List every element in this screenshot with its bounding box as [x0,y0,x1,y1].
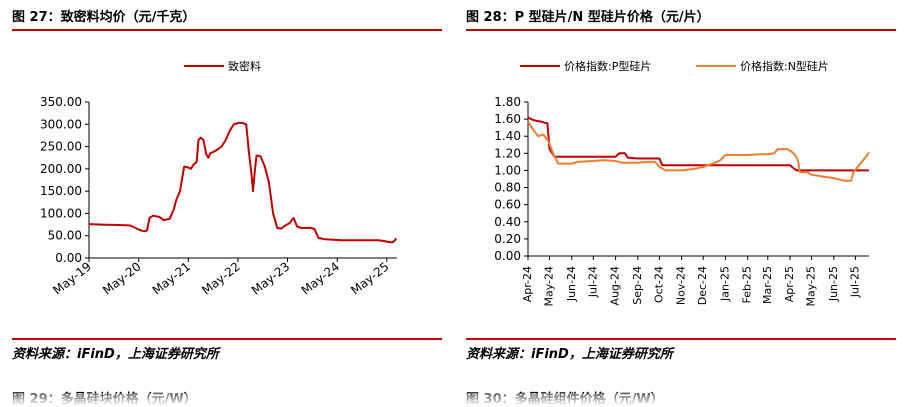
legend-label: 价格指数:P型硅片 [564,59,651,73]
y-tick-label: 1.80 [494,95,521,109]
x-tick-label: Dec-24 [696,266,709,305]
source-divider [12,338,442,340]
y-tick-label: 100.00 [40,206,82,220]
y-tick-label: 1.00 [494,163,521,177]
cropped-overlay [12,393,452,405]
x-tick-label: Mar-25 [761,266,774,304]
source-note: 资料来源：iFinD，上海证券研究所 [12,347,219,362]
y-tick-label: 0.20 [494,232,521,246]
y-tick-label: 0.00 [55,251,82,265]
x-tick-label: Jul-25 [848,266,861,298]
y-tick-label: 1.40 [494,129,521,143]
x-tick-label: May-24 [543,266,556,307]
x-tick-label: Nov-24 [675,266,688,305]
chart-title: 图 28：P 型硅片/N 型硅片价格（元/片） [466,10,710,25]
chart-panel-wafer: 图 28：P 型硅片/N 型硅片价格（元/片） 0.00 0.20 0.40 0.60… [466,0,904,407]
legend-label: 价格指数:N型硅片 [740,59,829,73]
x-tick-label: May-24 [299,259,342,297]
title-divider [12,29,442,31]
legend-label: 致密料 [228,59,261,73]
series-line-2 [527,121,870,182]
y-tick-label: 0.40 [494,215,521,229]
title-divider [466,29,896,31]
x-tick-label: May-21 [150,259,193,297]
x-tick-label: May-23 [249,259,292,297]
x-tick-label: Jan-25 [718,266,731,302]
y-tick-label: 150.00 [40,184,82,198]
polysilicon-price-chart: 0.00 50.00 100.00 150.00 200.00 250.00 300.00 3… [40,59,398,298]
x-tick-label: Jul-24 [586,266,599,298]
chart-panel-polysilicon: 图 27：致密料均价（元/千克） 0.00 50.00 100.00 150.00 20… [12,0,452,407]
x-tick-label: Oct-24 [652,266,665,303]
x-tick-label: Jun-25 [827,266,840,302]
x-tick-label: Apr-25 [783,266,796,302]
y-tick-label: 300.00 [40,117,82,131]
y-tick-label: 200.00 [40,162,82,176]
y-tick-label: 0.80 [494,181,521,195]
chart-title: 图 27：致密料均价（元/千克） [12,10,196,25]
y-tick-label: 0.60 [494,198,521,212]
x-tick-label: Apr-24 [521,266,534,302]
y-tick-label: 1.20 [494,146,521,160]
y-tick-label: 0.00 [494,249,521,263]
x-tick-label: Aug-24 [609,266,622,305]
x-tick-label: May-19 [50,259,93,297]
x-tick-label: May-25 [805,266,818,307]
x-tick-label: May-20 [100,259,143,297]
cropped-overlay [466,393,904,405]
y-tick-label: 1.60 [494,112,521,126]
series-line-1 [88,121,398,244]
x-tick-label: Jun-24 [565,266,578,302]
source-note: 资料来源：iFinD，上海证券研究所 [466,347,673,362]
series-line-1 [527,116,869,172]
source-divider [466,338,896,340]
y-tick-label: 50.00 [48,229,82,243]
x-tick-label: Feb-25 [741,266,754,303]
x-tick-label: May-25 [348,259,391,297]
y-tick-label: 350.00 [40,95,82,109]
x-tick-label: May-22 [199,259,242,297]
wafer-price-chart: 0.00 0.20 0.40 0.60 0.80 1.00 1.20 1.40 1.60 1.80… [494,59,870,307]
x-tick-label: Sep-24 [631,266,644,305]
y-tick-label: 250.00 [40,140,82,154]
